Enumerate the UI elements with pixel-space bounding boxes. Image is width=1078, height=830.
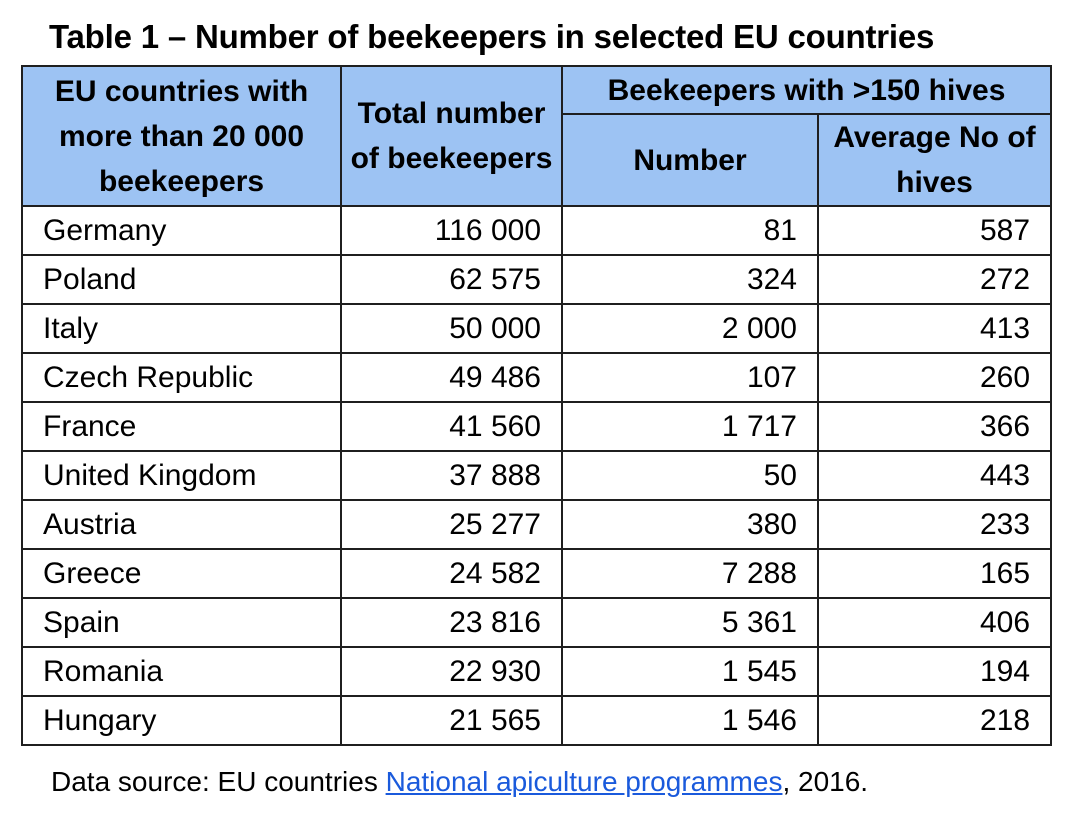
cell-total-beekeepers: 25 277 bbox=[340, 499, 563, 550]
cell-country: Romania bbox=[21, 646, 342, 697]
table-row: Germany 116 000 81 587 bbox=[21, 205, 1053, 256]
table-row: Hungary 21 565 1 546 218 bbox=[21, 695, 1053, 746]
cell-country: Spain bbox=[21, 597, 342, 648]
table-row: Greece 24 582 7 288 165 bbox=[21, 548, 1053, 599]
cell-total-beekeepers: 37 888 bbox=[340, 450, 563, 501]
cell-average-hives: 443 bbox=[816, 450, 1053, 501]
cell-large-beekeepers-number: 107 bbox=[561, 352, 819, 403]
table-row: Austria 25 277 380 233 bbox=[21, 499, 1053, 550]
cell-average-hives: 366 bbox=[816, 401, 1053, 452]
cell-total-beekeepers: 22 930 bbox=[340, 646, 563, 697]
header-number: Number bbox=[561, 113, 819, 207]
cell-average-hives: 272 bbox=[816, 254, 1053, 305]
table-row: Spain 23 816 5 361 406 bbox=[21, 597, 1053, 648]
cell-large-beekeepers-number: 1 717 bbox=[561, 401, 819, 452]
cell-average-hives: 413 bbox=[816, 303, 1053, 354]
header-group-large-beekeepers: Beekeepers with >150 hives bbox=[560, 65, 1053, 115]
cell-total-beekeepers: 50 000 bbox=[340, 303, 563, 354]
cell-country: Austria bbox=[21, 499, 342, 550]
table-title: Table 1 – Number of beekeepers in select… bbox=[49, 18, 935, 55]
cell-average-hives: 260 bbox=[816, 352, 1053, 403]
cell-large-beekeepers-number: 81 bbox=[561, 205, 819, 256]
cell-country: United Kingdom bbox=[21, 450, 342, 501]
header-country: EU countries with more than 20 000 beeke… bbox=[21, 65, 342, 207]
cell-country: Greece bbox=[21, 548, 342, 599]
table-row: Czech Republic 49 486 107 260 bbox=[21, 352, 1053, 403]
cell-large-beekeepers-number: 380 bbox=[561, 499, 819, 550]
cell-total-beekeepers: 21 565 bbox=[340, 695, 563, 746]
table-row: Poland 62 575 324 272 bbox=[21, 254, 1053, 305]
cell-total-beekeepers: 23 816 bbox=[340, 597, 563, 648]
cell-country: Italy bbox=[21, 303, 342, 354]
cell-total-beekeepers: 41 560 bbox=[340, 401, 563, 452]
table-row: Italy 50 000 2 000 413 bbox=[21, 303, 1053, 354]
cell-total-beekeepers: 116 000 bbox=[340, 205, 563, 256]
cell-country: Germany bbox=[21, 205, 342, 256]
cell-average-hives: 233 bbox=[816, 499, 1053, 550]
cell-large-beekeepers-number: 7 288 bbox=[561, 548, 819, 599]
cell-large-beekeepers-number: 1 545 bbox=[561, 646, 819, 697]
cell-average-hives: 406 bbox=[816, 597, 1053, 648]
cell-country: Czech Republic bbox=[21, 352, 342, 403]
cell-large-beekeepers-number: 5 361 bbox=[561, 597, 819, 648]
data-source-note: Data source: EU countries National apicu… bbox=[51, 766, 868, 798]
header-average-hives: Average No of hives bbox=[816, 113, 1053, 207]
cell-average-hives: 218 bbox=[816, 695, 1053, 746]
header-total: Total number of beekeepers bbox=[340, 65, 563, 207]
cell-country: Hungary bbox=[21, 695, 342, 746]
cell-country: Poland bbox=[21, 254, 342, 305]
source-link[interactable]: National apiculture programmes bbox=[385, 766, 783, 797]
cell-large-beekeepers-number: 1 546 bbox=[561, 695, 819, 746]
table-body: Germany 116 000 81 587 Poland 62 575 324 272 Ita… bbox=[21, 205, 1053, 746]
cell-average-hives: 194 bbox=[816, 646, 1053, 697]
table-row: France 41 560 1 717 366 bbox=[21, 401, 1053, 452]
cell-total-beekeepers: 62 575 bbox=[340, 254, 563, 305]
cell-large-beekeepers-number: 50 bbox=[561, 450, 819, 501]
source-prefix: Data source: EU countries bbox=[51, 766, 386, 797]
source-suffix: , 2016. bbox=[782, 766, 869, 797]
cell-average-hives: 165 bbox=[816, 548, 1053, 599]
table-row: Romania 22 930 1 545 194 bbox=[21, 646, 1053, 697]
cell-large-beekeepers-number: 2 000 bbox=[561, 303, 819, 354]
cell-average-hives: 587 bbox=[816, 205, 1053, 256]
cell-large-beekeepers-number: 324 bbox=[561, 254, 819, 305]
cell-country: France bbox=[21, 401, 342, 452]
beekeepers-table: EU countries with more than 20 000 beeke… bbox=[21, 65, 1053, 746]
cell-total-beekeepers: 24 582 bbox=[340, 548, 563, 599]
cell-total-beekeepers: 49 486 bbox=[340, 352, 563, 403]
table-row: United Kingdom 37 888 50 443 bbox=[21, 450, 1053, 501]
